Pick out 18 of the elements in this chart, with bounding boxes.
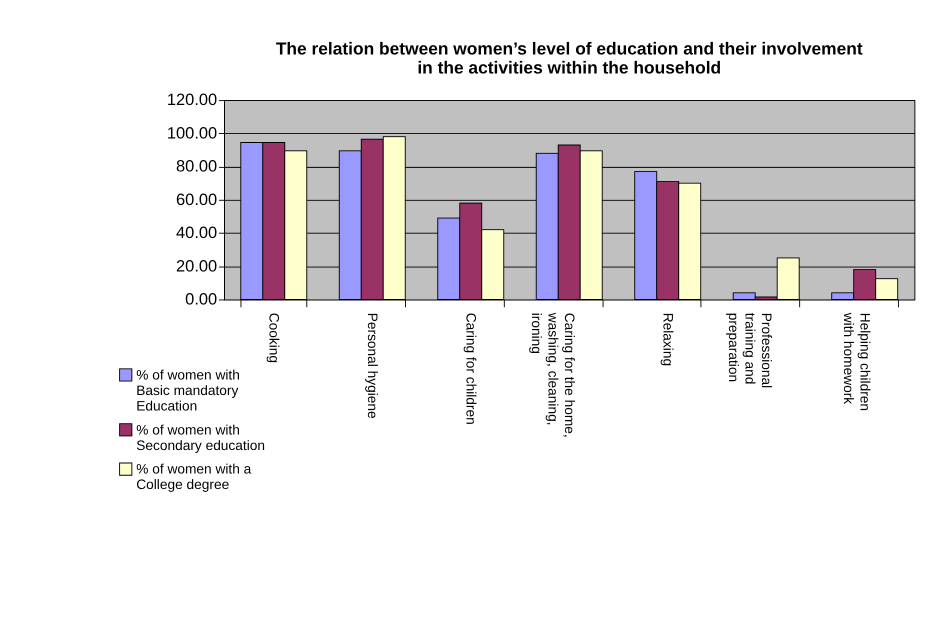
legend-label: % of women with a College degree — [136, 462, 252, 492]
x-tick-label: Caring for the home, washing, cleaning, ironing — [529, 312, 578, 438]
y-tick-label: 60.00 — [176, 190, 218, 209]
x-tick-label: Cooking — [266, 312, 282, 364]
y-tick-label: 100.00 — [166, 124, 218, 142]
legend-label: % of women with Basic mandatory Education — [136, 368, 240, 414]
chart-title: The relation between women’s level of education and their involvement in the activities within the household — [276, 38, 863, 78]
legend-label: % of women with Secondary education — [136, 422, 265, 453]
x-tick-label: Helping children with homework — [841, 312, 873, 412]
y-tick-label: 40.00 — [176, 224, 218, 242]
y-tick-label: 0.00 — [185, 290, 218, 309]
x-tick-label: Caring for children — [464, 312, 479, 425]
y-tick-label: 120.00 — [166, 91, 218, 110]
y-tick-label: 80.00 — [176, 158, 218, 176]
x-tick-label: Relaxing — [660, 312, 676, 366]
y-tick-label: 20.00 — [176, 257, 218, 276]
x-tick-label: Personal hygiene — [365, 312, 380, 420]
x-tick-label: Professional training and preparation — [726, 312, 774, 388]
